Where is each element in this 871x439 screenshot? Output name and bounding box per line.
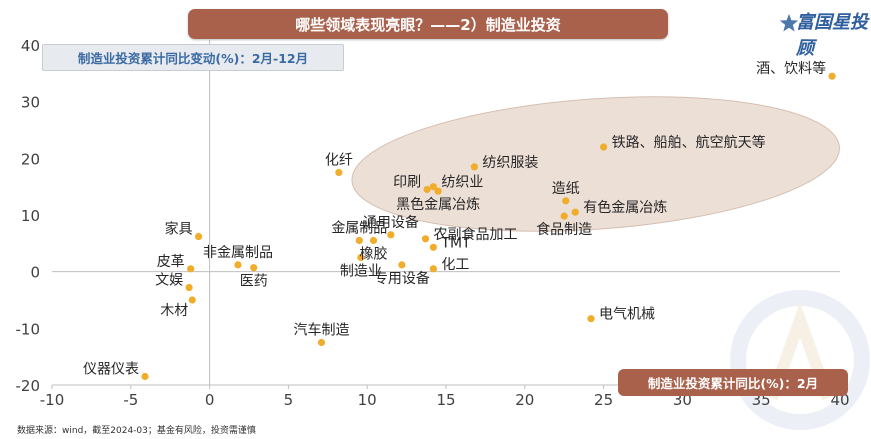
data-point	[562, 197, 570, 205]
y-tick-label: 30	[21, 94, 40, 112]
point-label: 制造业	[340, 264, 382, 280]
data-point	[194, 232, 203, 241]
x-tick-label: 15	[436, 391, 455, 409]
point-label: 橡胶	[360, 246, 388, 263]
data-point	[429, 243, 437, 251]
y-tick-label: 0	[30, 264, 40, 282]
data-point	[250, 264, 258, 272]
data-point	[434, 187, 442, 195]
point-label: 印刷	[393, 175, 421, 191]
x-tick-label: 10	[358, 391, 377, 409]
highlight-ellipse	[351, 96, 840, 232]
point-label: 化工	[441, 257, 469, 273]
data-point	[587, 315, 595, 323]
data-point	[369, 236, 378, 245]
data-point	[234, 261, 242, 269]
point-label: 木材	[160, 303, 188, 319]
point-label: 农副食品加工	[434, 226, 518, 243]
data-point	[429, 265, 437, 273]
point-label: 纺织服装	[482, 155, 538, 171]
point-label: 医药	[240, 274, 268, 290]
brand-logo: 富国星投顾	[778, 4, 870, 59]
y-tick-label: -10	[16, 320, 41, 338]
point-label: 造纸	[552, 181, 580, 197]
point-label: 化纤	[325, 153, 353, 169]
point-label: 铁路、船舶、航空航天等	[612, 134, 766, 151]
chart-title: 哪些领域表现亮眼？——2）制造业投资	[188, 9, 668, 39]
point-label: 仪器仪表	[83, 362, 139, 378]
data-point	[828, 72, 836, 80]
data-point	[600, 143, 608, 151]
point-label: 黑色金属冶炼	[396, 196, 480, 213]
point-label: TMT	[440, 235, 471, 251]
point-label: 文娱	[155, 273, 183, 289]
point-label: 专用设备	[374, 270, 430, 287]
y-tick-label: 10	[21, 207, 40, 225]
data-point	[355, 236, 363, 245]
point-label: 金属制品	[331, 221, 387, 237]
y-tick-label: -20	[16, 377, 41, 395]
data-source-note: 数据来源：wind，截至2024-03；基金有风险，投资需谨慎	[17, 426, 256, 436]
data-point	[187, 265, 195, 273]
point-label: 电气机械	[599, 307, 655, 323]
x-tick-label: 20	[515, 391, 534, 409]
x-tick-label: 25	[594, 391, 613, 409]
point-label: 非金属制品	[203, 245, 273, 261]
data-point	[470, 163, 478, 171]
data-point	[335, 168, 343, 177]
x-tick-label: -10	[40, 391, 65, 409]
data-point	[429, 183, 437, 191]
x-tick-label: 5	[284, 391, 294, 409]
point-label: 通用设备	[363, 214, 419, 231]
data-point	[357, 253, 365, 262]
x-tick-label: -5	[123, 391, 138, 409]
point-label: 酒、饮料等	[756, 60, 826, 77]
point-label: 食品制造	[536, 221, 592, 238]
point-label: 纺织业	[441, 175, 483, 191]
data-point	[317, 338, 326, 347]
y-tick-label: 40	[21, 37, 40, 55]
y-tick-label: 20	[21, 150, 40, 168]
data-point	[398, 261, 406, 269]
data-point	[188, 296, 196, 304]
data-point	[571, 208, 579, 216]
point-label: 汽车制造	[293, 322, 349, 339]
x-tick-label: 0	[205, 391, 215, 409]
data-point	[141, 372, 149, 381]
brand-name: 富国星投顾	[796, 12, 868, 59]
data-point	[560, 212, 568, 220]
x-axis-caption: 制造业投资累计同比(%)：2月	[618, 369, 848, 396]
data-point	[387, 231, 395, 239]
data-point	[421, 235, 430, 243]
star-logo-icon	[779, 13, 799, 32]
point-label: 家具	[165, 221, 193, 238]
point-label: 有色金属冶炼	[583, 199, 667, 216]
point-label: 皮革	[157, 254, 185, 270]
y-axis-caption: 制造业投资累计同比变动(%)：2月-12月	[42, 44, 344, 71]
data-point	[423, 185, 431, 194]
data-point	[185, 283, 193, 292]
